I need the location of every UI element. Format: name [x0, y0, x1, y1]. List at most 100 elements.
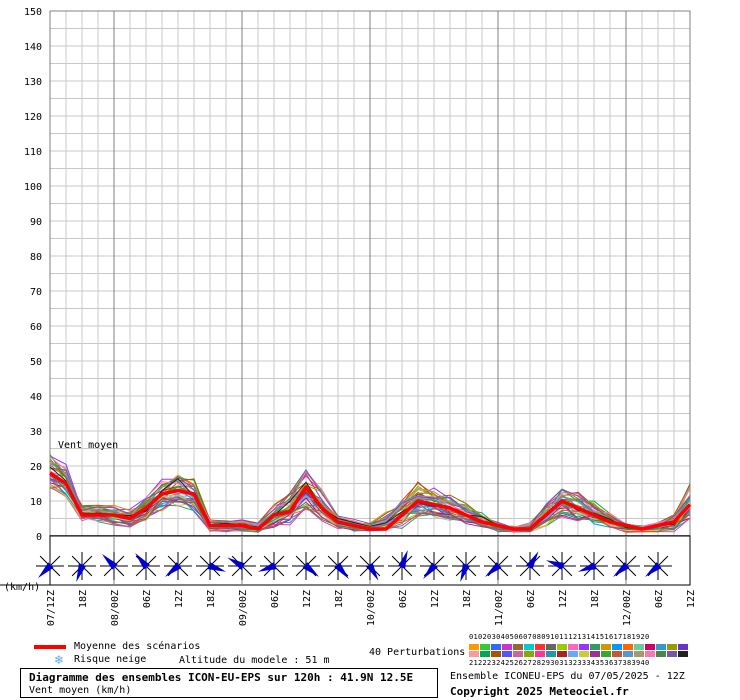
perturbation-swatch [568, 651, 578, 657]
legend-mean-label: Moyenne des scénarios [74, 641, 201, 652]
y-axis-unit-label: (km/h) [4, 582, 40, 593]
perturbation-swatch [546, 651, 556, 657]
wind-rose-spoke [273, 555, 285, 567]
wind-rose-spoke [327, 555, 339, 567]
perturbation-swatch [634, 651, 644, 657]
x-tick-label: 18Z [78, 590, 89, 608]
wind-rose-spoke [465, 555, 477, 567]
perturbation-swatch [480, 651, 490, 657]
perturbation-swatch [502, 644, 512, 650]
x-tick-label: 12/00Z [622, 590, 633, 626]
y-tick-label: 20 [30, 462, 42, 473]
perturbation-swatch [513, 651, 523, 657]
y-tick-label: 90 [30, 217, 42, 228]
x-axis-ticks: 07/12Z 18Z 08/00Z 06Z 12Z 18Z 09/00Z 06Z 12Z 18Z 1… [46, 590, 697, 626]
wind-rose-spoke [113, 565, 125, 577]
wind-rose-spoke [199, 555, 211, 567]
chart-subtitle: Vent moyen (km/h) [29, 685, 132, 696]
wind-rose-spoke [561, 565, 573, 577]
x-tick-label: 18Z [590, 590, 601, 608]
perturbation-swatch [524, 651, 534, 657]
wind-direction-wedge [398, 550, 408, 569]
perturbation-swatch [667, 644, 677, 650]
chart-grid [49, 10, 691, 537]
wind-rose [516, 551, 544, 580]
wind-direction-wedge [258, 562, 277, 572]
perturbation-swatch [469, 651, 479, 657]
perturbation-swatch [601, 644, 611, 650]
perturbation-swatch [623, 644, 633, 650]
perturbation-swatch [590, 644, 600, 650]
snowflake-icon: ❄ [54, 653, 64, 667]
wind-direction-wedge [207, 562, 226, 572]
wind-rose [36, 552, 64, 580]
wind-rose [356, 552, 384, 581]
wind-rose-spoke [657, 555, 669, 567]
wind-direction-wedge [546, 560, 565, 570]
y-tick-label: 50 [30, 357, 42, 368]
wind-rose [132, 552, 160, 580]
x-tick-label: 18Z [462, 590, 473, 608]
wind-rose [258, 552, 288, 580]
wind-direction-wedge [423, 562, 438, 579]
x-tick-label: 09/00Z [238, 590, 249, 626]
wind-rose [100, 552, 128, 580]
perturbation-swatch [645, 651, 655, 657]
wind-rose [388, 550, 416, 580]
y-tick-label: 120 [24, 112, 42, 123]
wind-direction-wedge [227, 557, 246, 570]
legend-graphics: ❄ [34, 644, 688, 667]
x-tick-label: 06Z [526, 590, 537, 608]
wind-rose [420, 552, 448, 580]
wind-direction-wedge [76, 563, 86, 582]
wind-rose-spoke [81, 555, 93, 567]
mean-line [49, 471, 692, 531]
y-tick-label: 100 [24, 182, 42, 193]
wind-rose-spoke [145, 565, 157, 577]
wind-direction-wedge [302, 562, 319, 577]
wind-rose-spoke [295, 555, 307, 567]
perturbation-swatch [502, 651, 512, 657]
wind-direction-wedge [135, 553, 150, 570]
perturbation-swatch [535, 651, 545, 657]
wind-rose [68, 552, 96, 582]
perturbation-swatch [491, 644, 501, 650]
perturbation-swatch [535, 644, 545, 650]
perturbation-swatch [645, 644, 655, 650]
wind-rose-spoke [359, 555, 371, 567]
wind-direction-wedge [366, 562, 379, 581]
wind-rose-spoke [433, 555, 445, 567]
wind-direction-wedge [485, 562, 502, 577]
wind-rose [196, 552, 226, 580]
legend-altitude-label: Altitude du modele : 51 m [179, 655, 330, 666]
x-tick-label: 12Z [302, 590, 313, 608]
perturbation-swatch [491, 651, 501, 657]
legend-perturbations-label: 40 Perturbations [369, 647, 466, 658]
perturbation-swatch [656, 644, 666, 650]
x-tick-label: 10/00Z [366, 590, 377, 626]
y-tick-label: 110 [24, 147, 42, 158]
wind-rose-spoke [49, 555, 61, 567]
chart-title-box: Diagramme des ensembles ICON-EU-EPS sur … [20, 668, 438, 698]
perturbation-swatch [590, 651, 600, 657]
wind-direction-wedge [526, 551, 539, 570]
perturbation-swatch [469, 644, 479, 650]
x-tick-label: 18Z [206, 590, 217, 608]
x-tick-label: 18Z [334, 590, 345, 608]
perturbation-swatch [634, 644, 644, 650]
perturbation-swatch [579, 644, 589, 650]
wind-rose [612, 552, 640, 580]
y-tick-label: 130 [24, 77, 42, 88]
wind-rose [546, 552, 576, 580]
wind-direction-wedge [38, 562, 54, 578]
mean-series-line [49, 471, 692, 531]
wind-rose [324, 552, 352, 580]
chart-annotation: Vent moyen [58, 440, 118, 451]
y-tick-label: 80 [30, 252, 42, 263]
y-tick-label: 10 [30, 497, 42, 508]
x-tick-label: 08/00Z [110, 590, 121, 626]
legend-numbers-row2: 2122232425262728293031323334353637383940 [469, 659, 650, 667]
perturbation-swatch [579, 651, 589, 657]
wind-rose-spoke [497, 555, 509, 567]
wind-rose [578, 552, 608, 580]
